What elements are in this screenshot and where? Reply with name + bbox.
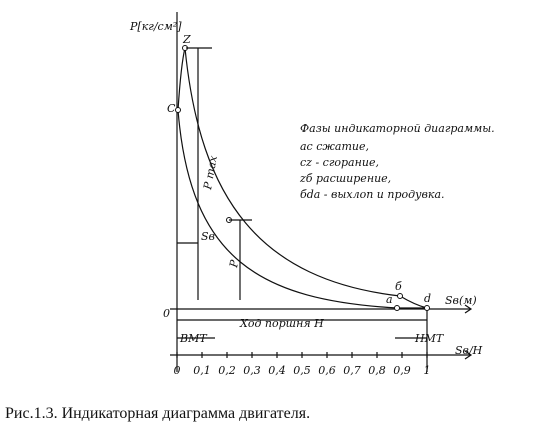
ticks: 0 0,1 0,2 0,3 0,4 0,5 0,6 0,7 0,8 0,9 1 (174, 352, 431, 377)
point-label: C (167, 102, 176, 115)
tick-label: 0,7 (343, 364, 361, 377)
tick-label: 0,5 (293, 364, 311, 377)
legend-item: бda - выхлоп и продувка. (300, 188, 445, 201)
point-label: б (395, 280, 402, 293)
legend: Фазы индикаторной диаграммы. ас сжатие, c… (299, 122, 495, 201)
point-label: a (386, 293, 393, 306)
arrow (464, 350, 473, 360)
tick-label: 0 (174, 364, 181, 377)
y-label: Р[кг/см²] (129, 20, 182, 33)
scale-label: Sв/Н (455, 344, 483, 357)
tick-label: 0,9 (393, 364, 411, 377)
legend-item: cz - сгорание, (300, 156, 379, 169)
x-label: Sв(м) (445, 294, 477, 307)
dim-label: ВМТ (179, 332, 208, 345)
point (394, 305, 400, 311)
point (175, 107, 181, 113)
legend-title: Фазы индикаторной диаграммы. (300, 122, 495, 135)
dim-label: Ход поршня Н (239, 317, 324, 330)
expansion-curve (184, 47, 401, 297)
legend-item: ас сжатие, (300, 140, 369, 153)
legend-item: zб расширение, (299, 172, 391, 185)
point (424, 305, 430, 311)
dim-label: Р (227, 258, 241, 269)
tick-label: 0,6 (318, 364, 336, 377)
tick-label: 0,2 (218, 364, 236, 377)
tick-label: 0,8 (368, 364, 386, 377)
dim-label: НМТ (414, 332, 445, 345)
tick-label: 0,1 (193, 364, 211, 377)
combustion-curve (177, 47, 186, 111)
point-label: Z (182, 33, 191, 46)
tick-label: 0,4 (268, 364, 286, 377)
tick-label: 1 (424, 364, 431, 377)
compression-curve (177, 109, 398, 309)
dim-label: Р max (201, 154, 220, 192)
caption: Рис.1.3. Индикаторная диаграмма двигател… (5, 405, 310, 422)
tick-label: 0,3 (243, 364, 261, 377)
origin: 0 (163, 307, 170, 320)
point-label: d (424, 292, 431, 305)
dim-label: Sв (201, 230, 215, 243)
arrow (464, 304, 473, 314)
point (397, 293, 403, 299)
